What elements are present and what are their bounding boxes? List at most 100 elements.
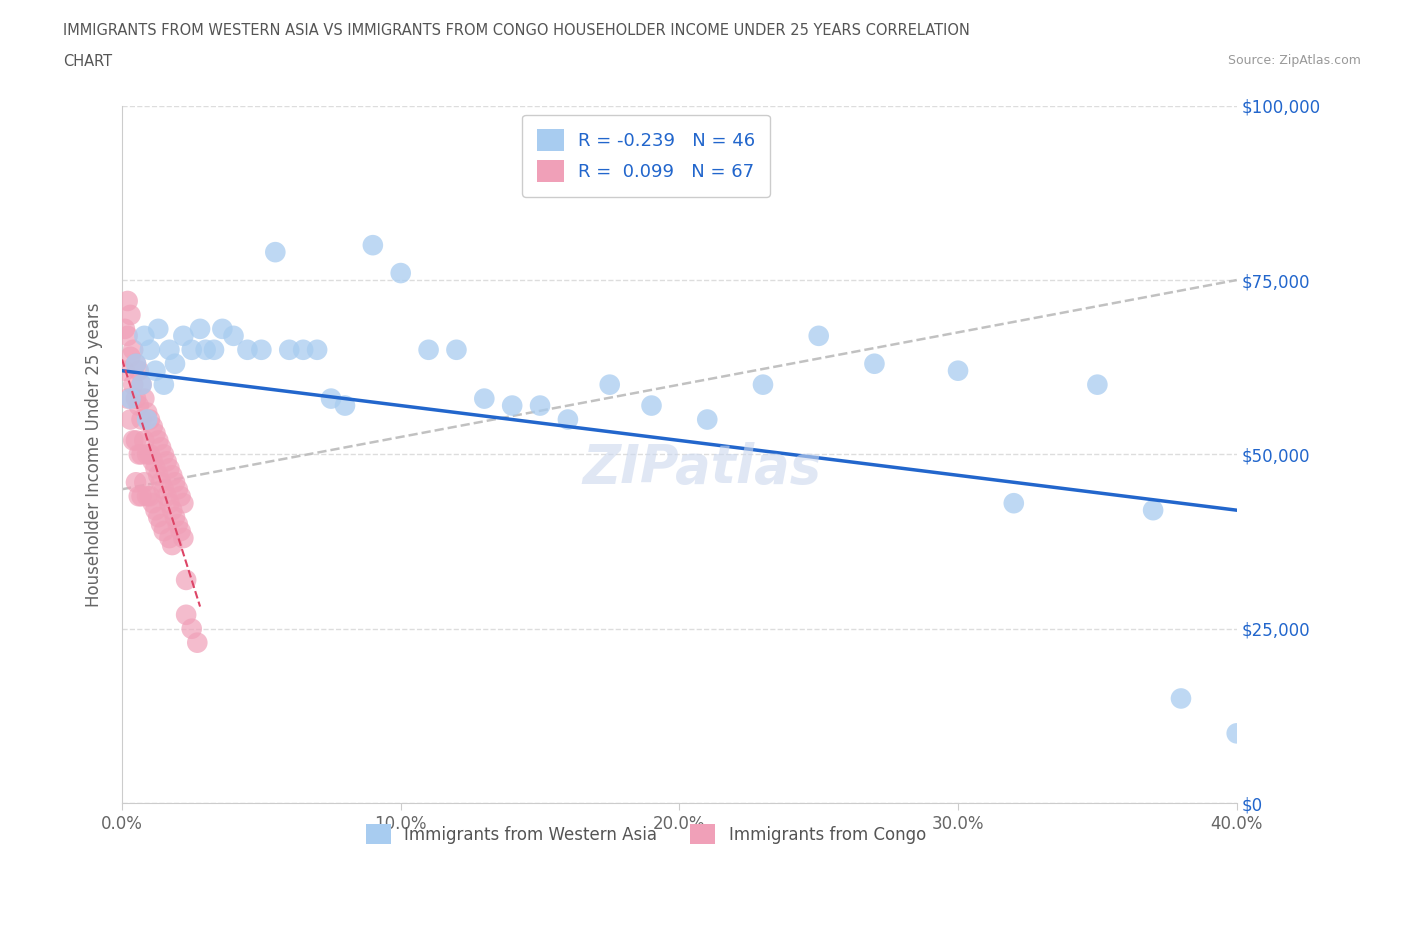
Point [120,350,142,365]
Point [599,378,621,392]
Point [156,454,179,469]
Point [174,607,197,622]
Point [139,342,162,357]
Point [160,503,183,518]
Point [752,378,775,392]
Point [145,461,167,476]
Point [145,503,167,518]
Point [166,482,188,497]
Point [1002,496,1025,511]
Point [159,531,181,546]
Point [148,468,170,483]
Point [145,364,167,379]
Point [163,510,186,525]
Text: Source: ZipAtlas.com: Source: ZipAtlas.com [1227,54,1361,67]
Point [128,447,150,462]
Text: IMMIGRANTS FROM WESTERN ASIA VS IMMIGRANTS FROM CONGO HOUSEHOLDER INCOME UNDER 2: IMMIGRANTS FROM WESTERN ASIA VS IMMIGRAN… [63,23,970,38]
Point [180,621,202,636]
Point [128,398,150,413]
Point [139,447,162,462]
Point [125,433,148,448]
Text: CHART: CHART [63,54,112,69]
Point [131,447,153,462]
Point [188,322,211,337]
Point [134,475,156,490]
Point [125,392,148,406]
Point [134,328,156,343]
Point [122,342,145,357]
Point [148,322,170,337]
Point [172,328,194,343]
Point [472,392,495,406]
Point [134,433,156,448]
Point [131,378,153,392]
Point [264,245,287,259]
Point [136,489,159,504]
Point [163,475,186,490]
Point [696,412,718,427]
Point [114,364,136,379]
Point [418,342,440,357]
Point [361,238,384,253]
Point [1142,503,1164,518]
Point [174,573,197,588]
Point [117,328,139,343]
Point [125,356,148,371]
Point [153,378,176,392]
Point [640,398,662,413]
Y-axis label: Householder Income Under 25 years: Householder Income Under 25 years [86,302,103,606]
Point [807,328,830,343]
Point [307,342,329,357]
Point [142,419,165,434]
Point [222,328,245,343]
Point [169,524,191,538]
Point [148,510,170,525]
Point [120,308,142,323]
Point [145,426,167,441]
Point [236,342,259,357]
Point [153,447,176,462]
Point [142,496,165,511]
Point [319,392,342,406]
Point [292,342,315,357]
Point [159,342,181,357]
Point [131,412,153,427]
Point [136,412,159,427]
Point [134,392,156,406]
Point [125,475,148,490]
Point [501,398,523,413]
Point [333,398,356,413]
Point [169,489,191,504]
Point [863,356,886,371]
Point [202,342,225,357]
Point [186,635,208,650]
Point [136,447,159,462]
Legend: Immigrants from Western Asia, Immigrants from Congo: Immigrants from Western Asia, Immigrants… [353,811,939,857]
Point [156,489,179,504]
Point [153,524,176,538]
Point [159,496,181,511]
Point [136,405,159,420]
Point [128,364,150,379]
Point [172,531,194,546]
Point [117,294,139,309]
Point [166,517,188,532]
Point [125,356,148,371]
Point [139,412,162,427]
Point [163,356,186,371]
Point [120,412,142,427]
Point [446,342,468,357]
Point [250,342,273,357]
Point [139,489,162,504]
Point [153,482,176,497]
Point [160,468,183,483]
Point [142,454,165,469]
Point [946,364,969,379]
Point [529,398,551,413]
Point [389,266,412,281]
Point [1226,726,1249,741]
Point [122,378,145,392]
Point [160,538,183,552]
Point [211,322,233,337]
Point [1085,378,1108,392]
